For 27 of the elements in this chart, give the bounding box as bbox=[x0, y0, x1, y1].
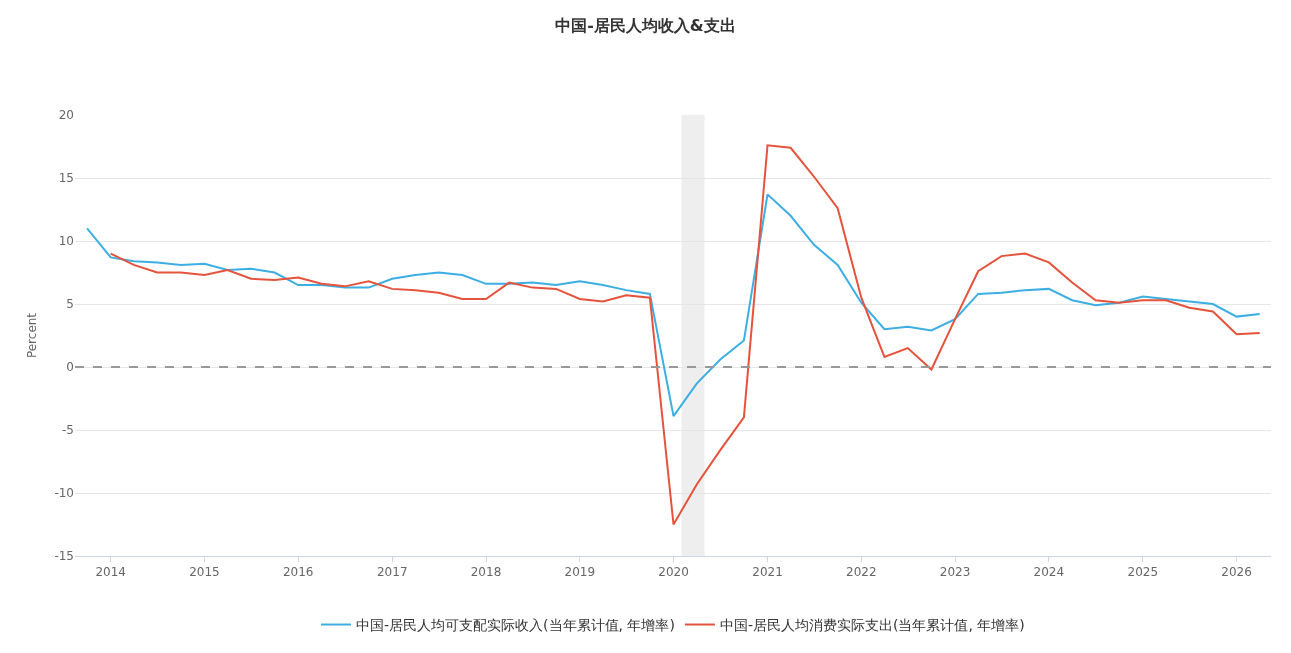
x-tick-label: 2018 bbox=[470, 565, 502, 580]
y-axis-title: Percent bbox=[24, 312, 39, 359]
legend-label: 中国-居民人均可支配实际收入(当年累计值, 年增率) bbox=[356, 616, 675, 633]
x-tick-label: 2021 bbox=[752, 565, 783, 580]
x-tick-label: 2020 bbox=[658, 565, 689, 580]
y-tick-label: -5 bbox=[62, 423, 74, 438]
y-tick-label: -10 bbox=[54, 486, 74, 501]
x-tick-label: 2017 bbox=[376, 565, 408, 580]
x-tick-label: 2014 bbox=[95, 565, 126, 580]
x-tick-label: 2025 bbox=[1127, 565, 1159, 580]
line-series bbox=[109, 144, 1261, 526]
chart-title: 中国-居民人均收入&支出 bbox=[555, 15, 736, 35]
x-tick-label: 2019 bbox=[564, 565, 596, 580]
x-tick-label: 2016 bbox=[282, 565, 314, 580]
y-tick-label: -15 bbox=[54, 549, 74, 564]
y-tick-label: 10 bbox=[58, 234, 74, 249]
y-tick-label: 20 bbox=[58, 108, 74, 123]
y-tick-label: 5 bbox=[66, 297, 74, 312]
x-tick-label: 2024 bbox=[1033, 565, 1065, 580]
y-tick-label: 0 bbox=[66, 360, 74, 375]
line-series bbox=[86, 193, 1261, 418]
legend-label: 中国-居民人均消费实际支出(当年累计值, 年增率) bbox=[719, 616, 1025, 633]
x-tick-label: 2022 bbox=[846, 565, 877, 580]
x-tick-label: 2026 bbox=[1221, 565, 1252, 580]
y-tick-label: 15 bbox=[58, 171, 74, 186]
x-tick-label: 2015 bbox=[189, 565, 220, 580]
x-tick-label: 2023 bbox=[939, 565, 971, 580]
